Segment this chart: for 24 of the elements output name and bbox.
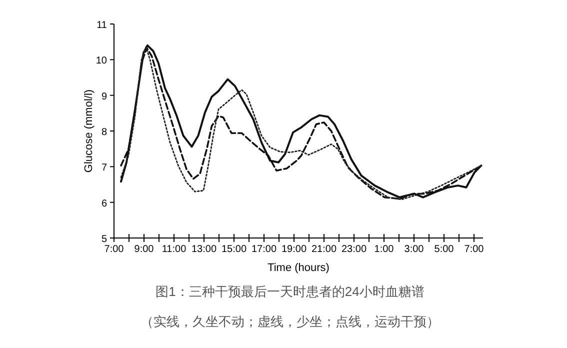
x-tick-label: 13:00 [191, 244, 217, 255]
x-tick-label: 11:00 [162, 244, 187, 255]
x-tick-label: 21:00 [311, 244, 337, 255]
x-tick-label: 3:00 [404, 244, 424, 255]
y-tick-label: 8 [101, 127, 108, 138]
y-axis-title: Glucose (mmol/l) [83, 89, 95, 173]
x-tick-label: 15:00 [221, 244, 247, 255]
y-tick-label: 6 [101, 198, 108, 210]
y-tick-label: 5 [101, 234, 108, 245]
x-tick-label: 7:00 [464, 244, 484, 255]
text: （实线，久坐不动；虚线，少坐；点线，运动干预） [140, 314, 440, 329]
y-tick-label: 9 [101, 91, 108, 102]
caption: 图1：三种干预最后一天时患者的24小时血糖谱 [156, 284, 424, 299]
x-tick-label: 17:00 [251, 244, 277, 255]
x-tick-label: 9:00 [134, 244, 154, 255]
x-tick-label: 7:00 [104, 244, 124, 255]
x-tick-label: 19:00 [281, 244, 307, 255]
y-tick-label: 11 [96, 20, 108, 31]
x-tick-label: 1:00 [374, 244, 394, 255]
y-tick-label: 7 [101, 162, 108, 174]
x-tick-label: 23:00 [341, 244, 367, 255]
y-tick-label: 10 [96, 56, 108, 67]
x-axis-title: Time (hours) [268, 262, 330, 274]
x-tick-label: 5:00 [434, 244, 454, 255]
